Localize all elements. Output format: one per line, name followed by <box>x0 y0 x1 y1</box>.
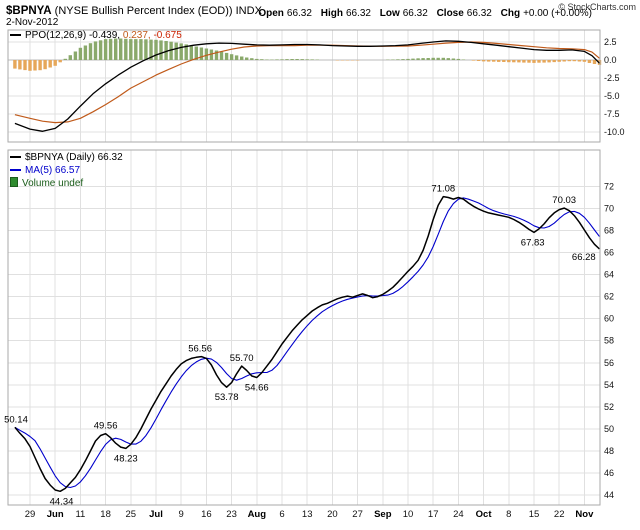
svg-text:Aug: Aug <box>248 509 267 520</box>
price-legend-row: $BPNYA (Daily) 66.32 <box>10 151 123 164</box>
ma-label: MA(5) <box>25 165 53 176</box>
volume-label: Volume undef <box>22 178 84 189</box>
low-value: 66.32 <box>402 8 428 19</box>
open-label: Open <box>258 8 284 19</box>
svg-text:71.08: 71.08 <box>431 184 455 195</box>
copyright-label: © StockCharts.com <box>558 2 636 12</box>
svg-text:64: 64 <box>604 270 614 280</box>
svg-text:53.78: 53.78 <box>215 392 239 403</box>
chg-label: Chg <box>500 8 521 19</box>
svg-text:6: 6 <box>279 509 284 520</box>
ppo-histogram-value: -0.675 <box>153 30 182 41</box>
svg-text:60: 60 <box>604 314 614 324</box>
svg-text:44.34: 44.34 <box>50 496 74 507</box>
svg-text:58: 58 <box>604 336 614 346</box>
svg-text:2.5: 2.5 <box>604 37 617 47</box>
svg-text:-10.0: -10.0 <box>604 127 625 137</box>
svg-text:48: 48 <box>604 446 614 456</box>
ma-value: 66.57 <box>55 165 81 176</box>
svg-text:10: 10 <box>403 509 414 520</box>
svg-text:62: 62 <box>604 292 614 302</box>
svg-text:70: 70 <box>604 203 614 213</box>
svg-text:25: 25 <box>126 509 137 520</box>
low-label: Low <box>379 8 400 19</box>
svg-text:-7.5: -7.5 <box>604 109 620 119</box>
price-legend: $BPNYA (Daily) 66.32 MA(5) 66.57 Volume … <box>10 151 123 190</box>
svg-text:54: 54 <box>604 380 614 390</box>
svg-text:Jul: Jul <box>149 509 163 520</box>
high-value: 66.32 <box>345 8 371 19</box>
svg-text:50: 50 <box>604 424 614 434</box>
svg-text:52: 52 <box>604 402 614 412</box>
svg-text:55.70: 55.70 <box>230 353 254 364</box>
close-label: Close <box>436 8 464 19</box>
close-value: 66.32 <box>466 8 492 19</box>
svg-text:13: 13 <box>302 509 313 520</box>
ppo-value: -0.439, <box>88 30 121 41</box>
high-label: High <box>320 8 343 19</box>
svg-text:44: 44 <box>604 490 614 500</box>
svg-text:54.66: 54.66 <box>245 383 269 394</box>
ppo-indicator-label: PPO(12,26,9) <box>25 30 87 41</box>
chart-date: 2-Nov-2012 <box>6 17 59 28</box>
chart-title: $BPNYA (NYSE Bullish Percent Index (EOD)… <box>6 5 262 17</box>
svg-text:27: 27 <box>352 509 363 520</box>
svg-text:Jun: Jun <box>47 509 64 520</box>
svg-text:49.56: 49.56 <box>94 421 118 432</box>
svg-text:23: 23 <box>226 509 237 520</box>
svg-text:20: 20 <box>327 509 338 520</box>
svg-text:24: 24 <box>453 509 464 520</box>
svg-text:-2.5: -2.5 <box>604 73 620 83</box>
svg-text:70.03: 70.03 <box>552 195 576 206</box>
svg-text:56: 56 <box>604 358 614 368</box>
ppo-legend: PPO(12,26,9) -0.439, 0.237, -0.675 <box>10 30 182 41</box>
svg-text:67.83: 67.83 <box>521 237 545 248</box>
svg-text:Nov: Nov <box>575 509 594 520</box>
open-value: 66.32 <box>286 8 312 19</box>
ma-line-swatch-icon <box>10 169 21 172</box>
price-last-value: 66.32 <box>97 152 123 163</box>
svg-text:Oct: Oct <box>476 509 493 520</box>
svg-text:9: 9 <box>179 509 184 520</box>
svg-text:15: 15 <box>529 509 540 520</box>
svg-text:66: 66 <box>604 248 614 258</box>
svg-text:66.28: 66.28 <box>572 252 596 263</box>
price-line-swatch-icon <box>10 156 21 159</box>
svg-text:17: 17 <box>428 509 439 520</box>
svg-text:11: 11 <box>75 509 85 520</box>
ppo-signal-value: 0.237, <box>122 30 151 41</box>
svg-text:0.0: 0.0 <box>604 55 617 65</box>
svg-text:-5.0: -5.0 <box>604 91 620 101</box>
svg-text:56.56: 56.56 <box>188 344 212 355</box>
quote-readout: Open 66.32 High 66.32 Low 66.32 Close 66.32 … <box>258 8 592 19</box>
svg-text:72: 72 <box>604 181 614 191</box>
svg-text:18: 18 <box>100 509 111 520</box>
svg-text:46: 46 <box>604 468 614 478</box>
svg-text:68: 68 <box>604 226 614 236</box>
chg-value: +0.00 (+0.00%) <box>523 8 592 19</box>
volume-legend-row: Volume undef <box>10 177 123 190</box>
svg-text:29: 29 <box>25 509 36 520</box>
symbol-label: $BPNYA <box>6 5 52 17</box>
svg-text:22: 22 <box>554 509 565 520</box>
ppo-line-swatch-icon <box>10 34 21 37</box>
svg-text:16: 16 <box>201 509 212 520</box>
svg-text:48.23: 48.23 <box>114 453 138 464</box>
svg-text:8: 8 <box>506 509 511 520</box>
ma-legend-row: MA(5) 66.57 <box>10 164 123 177</box>
svg-text:Sep: Sep <box>374 509 392 520</box>
svg-text:50.14: 50.14 <box>4 414 28 425</box>
price-series-label: $BPNYA (Daily) <box>25 152 95 163</box>
index-name-label: (NYSE Bullish Percent Index (EOD)) INDX <box>54 5 262 17</box>
volume-swatch-icon <box>10 177 18 187</box>
